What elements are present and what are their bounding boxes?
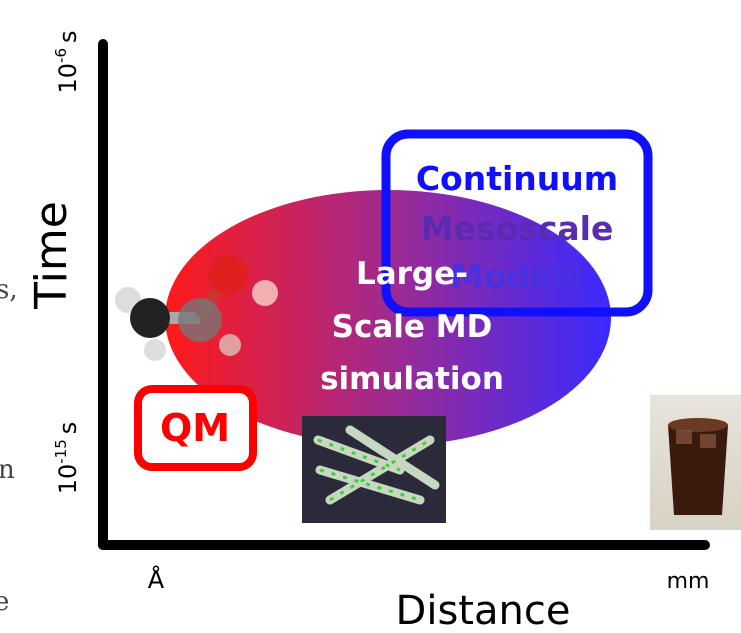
continuum-label: Continuum [416,159,618,198]
x-right-label: mm [667,569,710,594]
y-axis-title: Time [26,201,77,310]
md-label: Scale MD [332,309,493,345]
md-label: Large- [356,256,468,292]
edge-fragment: s, [0,275,18,305]
edge-fragment: n [0,455,15,485]
x-axis-title: Distance [396,588,571,633]
protein-image [302,416,446,523]
continuum-label: Mesoscale [421,209,614,248]
qm-label: QM [160,406,230,450]
y-top-label: 10-6s [52,30,82,93]
glass-image [650,395,741,530]
continuum-label: Models [451,257,583,296]
edge-fragment: e [0,587,9,617]
y-bottom-label: 10-15s [52,422,82,495]
x-left-label: Å [148,565,165,594]
diagram: s, n e Continuum Mesoscale Models Large-… [0,0,741,633]
md-label: simulation [320,361,504,397]
